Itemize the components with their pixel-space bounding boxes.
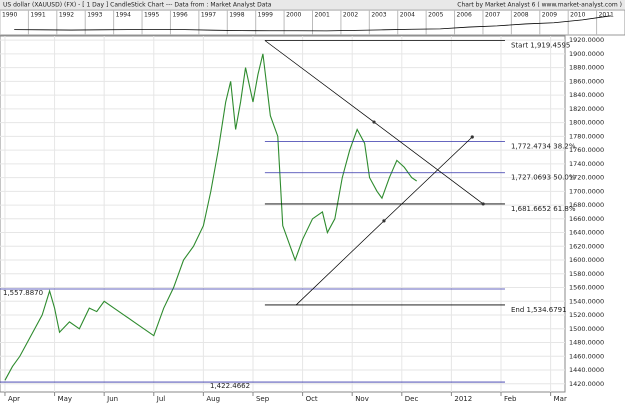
trendline-point — [470, 135, 474, 139]
overview-year: 2006 — [457, 12, 472, 19]
x-tick-label: Feb — [504, 395, 517, 403]
overview-year: 2009 — [542, 12, 557, 19]
overview-year: 2008 — [513, 12, 528, 19]
x-tick-label: Apr — [8, 395, 20, 403]
x-tick-label: Jul — [156, 395, 166, 403]
y-tick-label: 1680.0000 — [569, 201, 604, 209]
overview-year: 1997 — [201, 12, 216, 19]
overview-year: 2000 — [286, 12, 301, 19]
y-tick-label: 1860.0000 — [569, 77, 604, 85]
level-label: Start 1,919.4595 — [511, 41, 570, 49]
price-line — [4, 53, 417, 381]
chart-title: US dollar (XAUUSD) (FX) - [ 1 Day ] Cand… — [3, 2, 272, 9]
x-tick-label: Dec — [405, 395, 419, 403]
y-tick-label: 1580.0000 — [569, 270, 604, 278]
y-tick-label: 1540.0000 — [569, 297, 604, 305]
overview-year: 1996 — [172, 12, 187, 19]
x-tick-label: Aug — [206, 395, 220, 403]
overview-year: 1994 — [116, 12, 131, 19]
x-tick-label: Jun — [106, 395, 118, 403]
x-tick-label: Sep — [256, 395, 270, 403]
y-tick-label: 1600.0000 — [569, 256, 604, 264]
plot-frame — [0, 35, 566, 393]
x-tick-label: Mar — [554, 395, 567, 403]
overview-year: 2002 — [343, 12, 358, 19]
y-tick-label: 1620.0000 — [569, 242, 604, 250]
y-tick-label: 1500.0000 — [569, 325, 604, 333]
y-tick-label: 1880.0000 — [569, 64, 604, 72]
y-tick-label: 1740.0000 — [569, 160, 604, 168]
overview-year: 2001 — [315, 12, 330, 19]
y-tick-label: 1820.0000 — [569, 105, 604, 113]
x-tick-label: Nov — [355, 395, 369, 403]
overview-year: 2005 — [428, 12, 443, 19]
y-tick-label: 1560.0000 — [569, 284, 604, 292]
y-tick-label: 1460.0000 — [569, 352, 604, 360]
trendline-point — [481, 202, 485, 206]
y-tick-label: 1920.0000 — [569, 36, 604, 44]
y-tick-label: 1700.0000 — [569, 187, 604, 195]
overview-year: 2010 — [570, 12, 585, 19]
overview-year: 1993 — [87, 12, 102, 19]
level-label: 1,557.8870 — [3, 289, 43, 297]
y-tick-label: 1660.0000 — [569, 215, 604, 223]
overview-year: 1998 — [229, 12, 244, 19]
y-tick-label: 1420.0000 — [569, 380, 604, 388]
y-tick-label: 1480.0000 — [569, 339, 604, 347]
overview-year: 1995 — [144, 12, 159, 19]
overview-year: 1990 — [2, 12, 17, 19]
level-label: 1,681.6652 61.8% — [511, 205, 576, 213]
y-tick-label: 1760.0000 — [569, 146, 604, 154]
level-label: 1,772.4734 38.2% — [511, 143, 576, 151]
y-tick-label: 1640.0000 — [569, 229, 604, 237]
overview-year: 1992 — [59, 12, 74, 19]
y-tick-label: 1900.0000 — [569, 50, 604, 58]
overview-year: 2007 — [485, 12, 500, 19]
trendline-point — [372, 120, 376, 124]
y-tick-label: 1720.0000 — [569, 174, 604, 182]
credit: Chart by Market Analyst 6 ( www.market-a… — [457, 2, 622, 9]
overview-year: 1991 — [30, 12, 45, 19]
y-tick-label: 1800.0000 — [569, 119, 604, 127]
title-bar — [0, 0, 625, 9]
level-label: End 1,534.6791 — [511, 306, 567, 314]
level-label: 1,727.0693 50.0% — [511, 174, 576, 182]
overview-line — [14, 15, 611, 32]
overview-year: 1999 — [258, 12, 273, 19]
y-tick-label: 1780.0000 — [569, 132, 604, 140]
trendline-point — [382, 219, 386, 223]
overview-year: 2004 — [400, 12, 415, 19]
overview-year: 2011 — [599, 12, 614, 19]
x-tick-label: Oct — [306, 395, 318, 403]
x-tick-label: 2012 — [454, 395, 472, 403]
level-label: 1,422.4662 — [210, 382, 250, 390]
overview-year: 2003 — [371, 12, 386, 19]
x-tick-label: May — [58, 395, 72, 403]
y-tick-label: 1520.0000 — [569, 311, 604, 319]
y-tick-label: 1840.0000 — [569, 91, 604, 99]
y-tick-label: 1440.0000 — [569, 366, 604, 374]
